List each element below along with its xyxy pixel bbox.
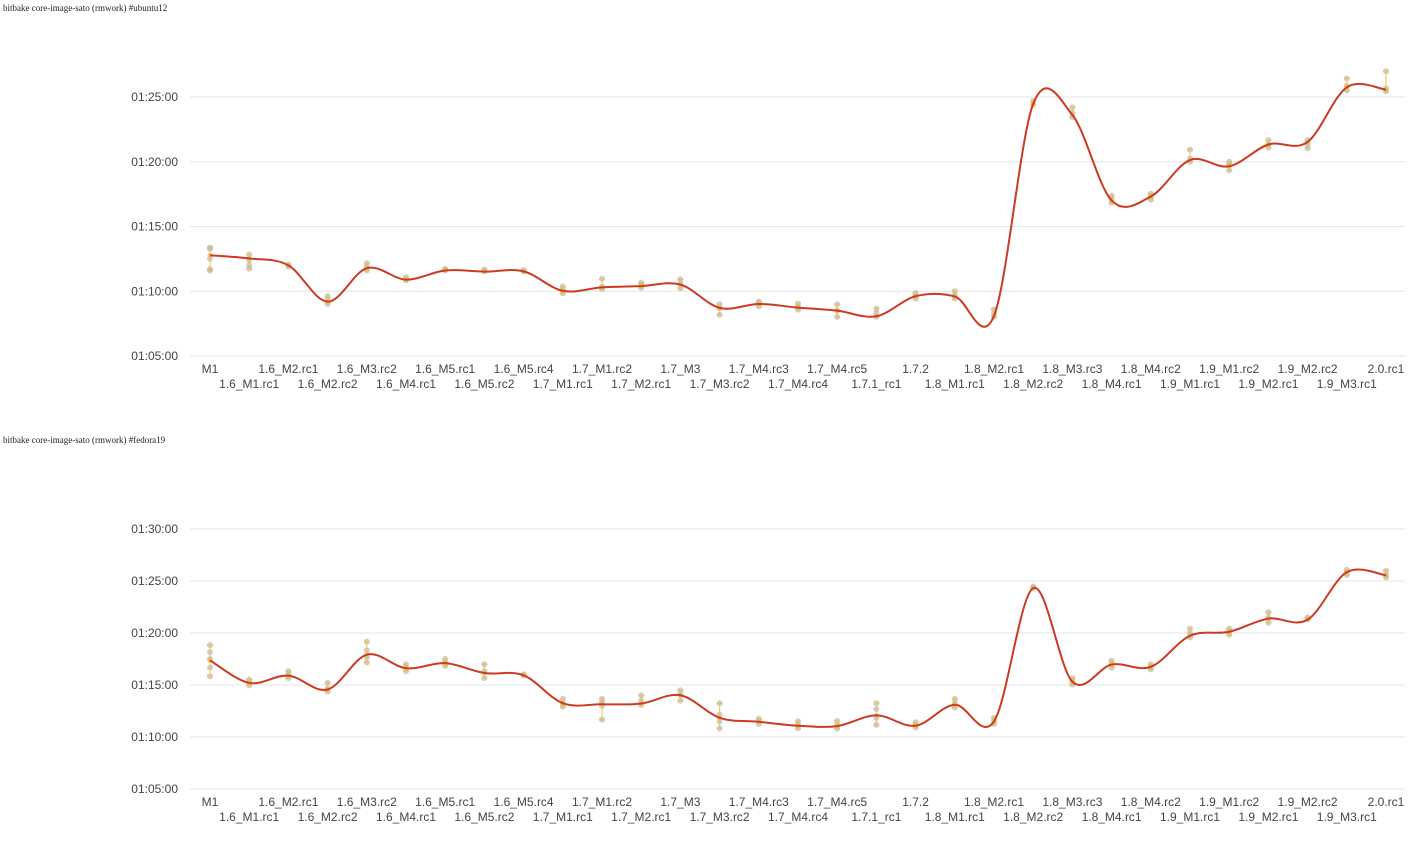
x-tick-label: 1.9_M2.rc1 — [1238, 377, 1298, 391]
data-point — [1383, 572, 1389, 578]
x-tick-label: 1.8_M4.rc2 — [1121, 795, 1181, 809]
x-tick-label: 1.7.2 — [902, 362, 929, 376]
x-tick-label: 1.6_M2.rc1 — [258, 795, 318, 809]
x-tick-label: M1 — [202, 795, 219, 809]
x-tick-label: 1.7_M3 — [660, 795, 700, 809]
x-tick-label: 1.6_M3.rc2 — [337, 795, 397, 809]
x-tick-label: 1.9_M2.rc1 — [1238, 810, 1298, 824]
x-tick-label: 1.7_M4.rc5 — [807, 795, 867, 809]
x-tick-label: 1.8_M1.rc1 — [925, 810, 985, 824]
x-tick-label: 1.8_M2.rc1 — [964, 362, 1024, 376]
x-tick-label: 1.8_M3.rc3 — [1042, 362, 1102, 376]
x-tick-label: 1.6_M5.rc1 — [415, 795, 475, 809]
x-tick-label: 1.9_M2.rc2 — [1278, 795, 1338, 809]
x-tick-label: 1.9_M1.rc2 — [1199, 795, 1259, 809]
x-tick-label: 1.6_M2.rc2 — [298, 377, 358, 391]
data-point — [207, 252, 213, 258]
x-tick-label: 1.6_M1.rc1 — [219, 810, 279, 824]
x-tick-label: 2.0.rc1 — [1368, 362, 1405, 376]
x-tick-label: 1.7_M3.rc2 — [690, 810, 750, 824]
y-tick-label: 01:05:00 — [131, 782, 178, 796]
x-tick-label: 1.7_M4.rc3 — [729, 362, 789, 376]
x-tick-label: 1.6_M5.rc4 — [494, 795, 554, 809]
x-tick-label: 1.7_M1.rc1 — [533, 377, 593, 391]
y-tick-label: 01:10:00 — [131, 730, 178, 744]
x-tick-label: 1.8_M1.rc1 — [925, 377, 985, 391]
x-tick-label: 1.8_M3.rc3 — [1042, 795, 1102, 809]
x-tick-label: 1.8_M4.rc1 — [1082, 377, 1142, 391]
x-tick-label: 1.6_M1.rc1 — [219, 377, 279, 391]
x-tick-label: 1.6_M5.rc1 — [415, 362, 475, 376]
chart-title-ubuntu12: bitbake core-image-sato (rmwork) #ubuntu… — [3, 3, 168, 13]
chart-ubuntu12: 01:05:00 01:10:00 01:15:00 01:20:00 01:25:00… — [131, 68, 1405, 391]
x-tick-label: 1.7_M1.rc2 — [572, 362, 632, 376]
x-tick-label: 1.9_M1.rc1 — [1160, 377, 1220, 391]
x-tick-label: 1.9_M1.rc1 — [1160, 810, 1220, 824]
y-tick-label: 01:15:00 — [131, 220, 178, 234]
x-tick-label: 1.6_M5.rc2 — [454, 377, 514, 391]
y-tick-label: 01:20:00 — [131, 626, 178, 640]
series-line — [209, 568, 1387, 729]
x-tick-label: 1.6_M4.rc1 — [376, 377, 436, 391]
x-tick-label: 1.7_M3.rc2 — [690, 377, 750, 391]
y-tick-label: 01:10:00 — [131, 284, 178, 298]
x-tick-label: 1.6_M2.rc1 — [258, 362, 318, 376]
x-tick-label: 1.6_M3.rc2 — [337, 362, 397, 376]
chart-fedora19: 01:05:00 01:10:00 01:15:00 01:20:00 01:25:00… — [131, 522, 1405, 824]
x-tick-label: 1.7_M4.rc5 — [807, 362, 867, 376]
x-tick-label: 1.8_M2.rc2 — [1003, 377, 1063, 391]
x-tick-label: 1.7.1_rc1 — [851, 377, 901, 391]
x-tick-label: 1.6_M2.rc2 — [298, 810, 358, 824]
x-tick-label: 1.9_M3.rc1 — [1317, 810, 1377, 824]
x-tick-label: 2.0.rc1 — [1368, 795, 1405, 809]
x-tick-label: 1.8_M4.rc1 — [1082, 810, 1142, 824]
x-tick-label: 1.7_M4.rc4 — [768, 810, 828, 824]
x-tick-label: 1.8_M2.rc2 — [1003, 810, 1063, 824]
x-tick-label: 1.7.1_rc1 — [851, 810, 901, 824]
x-tick-label: 1.7_M1.rc1 — [533, 810, 593, 824]
x-tick-label: 1.7_M2.rc1 — [611, 377, 671, 391]
y-tick-label: 01:30:00 — [131, 522, 178, 536]
x-tick-label: 1.6_M5.rc4 — [494, 362, 554, 376]
x-tick-label: 1.8_M2.rc1 — [964, 795, 1024, 809]
chart-title-fedora19: bitbake core-image-sato (rmwork) #fedora… — [3, 435, 166, 445]
x-tick-label: 1.7.2 — [902, 795, 929, 809]
y-tick-label: 01:25:00 — [131, 90, 178, 104]
y-tick-label: 01:25:00 — [131, 574, 178, 588]
y-tick-label: 01:05:00 — [131, 349, 178, 363]
x-tick-label: 1.6_M5.rc2 — [454, 810, 514, 824]
x-tick-label: 1.9_M1.rc2 — [1199, 362, 1259, 376]
x-tick-label: 1.7_M4.rc4 — [768, 377, 828, 391]
x-tick-label: 1.9_M3.rc1 — [1317, 377, 1377, 391]
y-tick-label: 01:15:00 — [131, 678, 178, 692]
x-tick-label: 1.9_M2.rc2 — [1278, 362, 1338, 376]
x-tick-label: 1.7_M3 — [660, 362, 700, 376]
x-tick-label: 1.8_M4.rc2 — [1121, 362, 1181, 376]
y-tick-label: 01:20:00 — [131, 155, 178, 169]
x-tick-label: 1.7_M1.rc2 — [572, 795, 632, 809]
x-tick-label: 1.7_M2.rc1 — [611, 810, 671, 824]
x-tick-label: 1.6_M4.rc1 — [376, 810, 436, 824]
series-line — [209, 82, 1387, 328]
x-tick-label: M1 — [202, 362, 219, 376]
x-tick-label: 1.7_M4.rc3 — [729, 795, 789, 809]
